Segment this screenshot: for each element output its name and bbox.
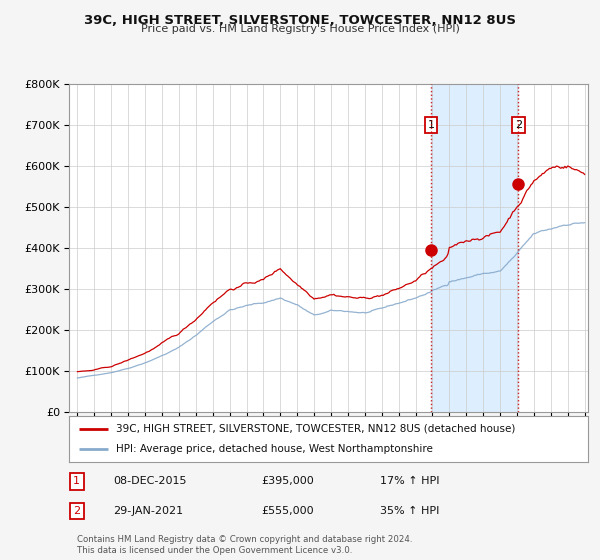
Bar <box>431 84 518 412</box>
Text: 29-JAN-2021: 29-JAN-2021 <box>113 506 183 516</box>
Text: £395,000: £395,000 <box>261 477 314 487</box>
Text: Contains HM Land Registry data © Crown copyright and database right 2024.
This d: Contains HM Land Registry data © Crown c… <box>77 535 412 555</box>
Text: 35% ↑ HPI: 35% ↑ HPI <box>380 506 440 516</box>
Text: 1: 1 <box>73 477 80 487</box>
Text: 2: 2 <box>515 120 522 130</box>
Text: 39C, HIGH STREET, SILVERSTONE, TOWCESTER, NN12 8US (detached house): 39C, HIGH STREET, SILVERSTONE, TOWCESTER… <box>116 424 515 434</box>
Text: 08-DEC-2015: 08-DEC-2015 <box>113 477 187 487</box>
Text: 2: 2 <box>73 506 80 516</box>
Text: 17% ↑ HPI: 17% ↑ HPI <box>380 477 440 487</box>
Text: Price paid vs. HM Land Registry's House Price Index (HPI): Price paid vs. HM Land Registry's House … <box>140 24 460 34</box>
Text: HPI: Average price, detached house, West Northamptonshire: HPI: Average price, detached house, West… <box>116 444 433 454</box>
Text: 1: 1 <box>428 120 434 130</box>
Text: 39C, HIGH STREET, SILVERSTONE, TOWCESTER, NN12 8US: 39C, HIGH STREET, SILVERSTONE, TOWCESTER… <box>84 14 516 27</box>
Text: £555,000: £555,000 <box>261 506 314 516</box>
